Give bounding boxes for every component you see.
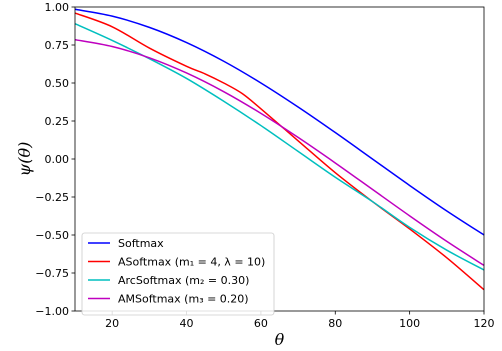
series-layer [74,8,485,291]
y-tick-label: −0.75 [35,267,69,280]
x-axis-ticks: 20 40 60 80 100 120 [105,311,495,330]
x-tick-label: 20 [105,317,119,330]
legend-label: ASoftmax (m₁ = 4, λ = 10) [118,256,265,269]
x-tick-label: 120 [474,317,495,330]
y-axis-label: ψ(θ) [15,142,34,177]
y-tick-label: −1.00 [35,305,69,318]
series-line-1 [74,12,485,291]
x-tick-label: 80 [328,317,342,330]
y-tick-label: 0.25 [45,115,70,128]
legend-box [81,232,275,316]
x-tick-label: 40 [180,317,194,330]
series-line-0 [74,8,485,236]
y-axis-ticks: −1.00 −0.75 −0.50 −0.25 0.00 0.25 0.50 0.75 1.00 [35,1,75,318]
y-tick-label: 1.00 [45,1,70,14]
legend-label: Softmax [118,237,164,250]
y-tick-label: −0.25 [35,191,69,204]
x-axis-label: θ [275,330,285,349]
series-line-3 [74,38,485,267]
x-tick-label: 60 [254,317,268,330]
legend-label: ArcSoftmax (m₂ = 0.30) [118,274,249,287]
y-tick-label: −0.50 [35,229,69,242]
y-tick-label: 0.75 [45,39,70,52]
y-tick-label: 0.50 [45,77,70,90]
y-tick-label: 0.00 [45,153,70,166]
legend: Softmax ASoftmax (m₁ = 4, λ = 10) ArcSoftm… [81,232,275,316]
legend-label: AMSoftmax (m₃ = 0.20) [118,293,249,306]
x-tick-label: 100 [399,317,420,330]
